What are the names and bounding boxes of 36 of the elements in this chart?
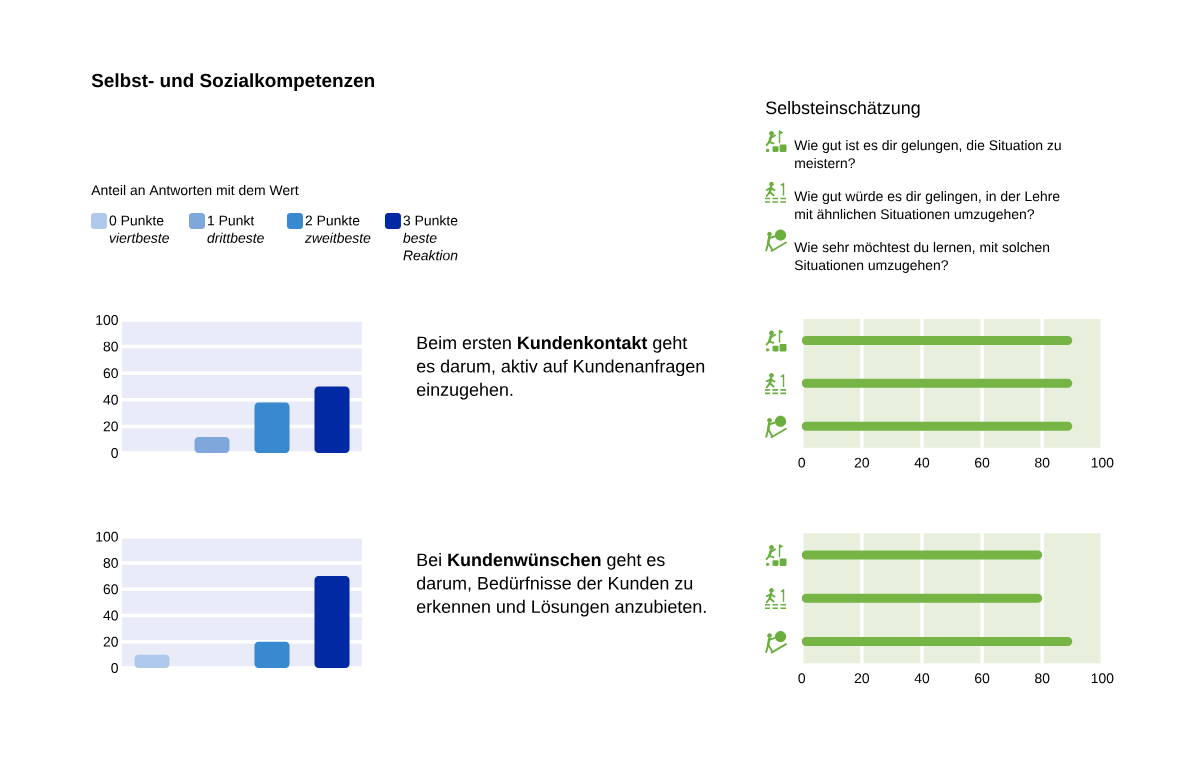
y-tick-label: 0	[111, 663, 118, 673]
y-tick-label: 60	[103, 368, 118, 379]
text: Wie gut würde es dir gelingen, in der Lehre mit ähnlichen Situationen umzugehen?	[794, 190, 1060, 222]
x-tick-label: 100	[1091, 457, 1114, 468]
y-tick-label: 20	[103, 636, 118, 647]
y-tick-label: 80	[103, 341, 118, 352]
text: Wie gut ist es dir gelungen, die Situation zu meistern?	[794, 139, 1061, 169]
x-tick-label: 80	[1035, 457, 1050, 468]
y-tick-label: 20	[103, 421, 118, 432]
chart-title: Selbst- und Sozialkompetenzen	[91, 73, 374, 91]
y-tick-label: 100	[96, 315, 118, 325]
text: Wie sehr möchtest du lernen, mit solchen Situationen umzugehen?	[794, 241, 1050, 273]
y-tick-label: 0	[111, 448, 118, 458]
x-tick-label: 0	[798, 673, 806, 684]
x-tick-label: 60	[975, 457, 990, 468]
legend-label: 3 Punkte beste Reaktion	[403, 215, 458, 261]
legend-label: 0 Punkte viertbeste	[109, 215, 169, 243]
y-tick-label: 80	[103, 558, 118, 568]
x-tick-label: 60	[975, 673, 990, 684]
text: Selbsteinschätzung	[766, 100, 920, 118]
y-tick-label: 40	[103, 394, 118, 405]
x-tick-label: 20	[854, 457, 870, 468]
legend-label: 2 Punkte zweitbeste	[304, 215, 371, 243]
x-tick-label: 0	[798, 457, 806, 468]
x-tick-label: 20	[854, 673, 870, 684]
text: Beim ersten Kundenkontakt geht es darum, aktiv auf Kundenanfragen einzugehen.	[416, 335, 705, 400]
x-tick-label: 40	[914, 673, 930, 684]
text: Bei Kundenwünschen geht es darum, Bedürfnisse der Kunden zu erkennen und Lösungen anzubieten.	[416, 552, 706, 617]
x-tick-label: 100	[1091, 673, 1114, 684]
y-tick-label: 60	[103, 584, 118, 595]
legend-label: 1 Punkt drittbeste	[207, 215, 264, 243]
x-tick-label: 40	[914, 457, 930, 468]
y-tick-label: 40	[103, 610, 118, 621]
x-tick-label: 80	[1035, 673, 1050, 684]
legend-title: Anteil an Antworten mit dem Wert	[91, 184, 299, 196]
y-tick-label: 100	[96, 531, 118, 542]
